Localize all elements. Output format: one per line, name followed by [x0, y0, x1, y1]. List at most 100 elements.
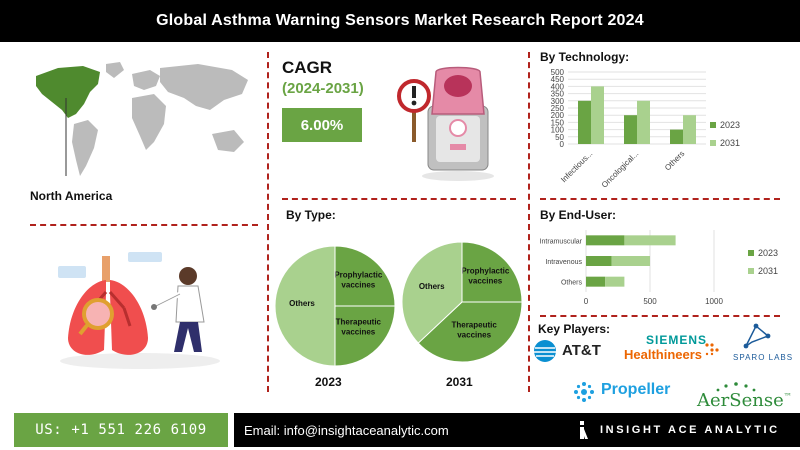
- north-america-shape: [36, 66, 100, 118]
- sparo-labs-icon: [743, 323, 771, 349]
- footer-email-text: Email: info@insightaceanalytic.com: [244, 422, 449, 438]
- pie-2023-slice-0: [334, 245, 396, 307]
- enduser-category-label-2: Others: [561, 280, 583, 287]
- magnifier-icon: [82, 298, 114, 330]
- tech-ytick-1: 50: [555, 133, 564, 142]
- pie-2031-label-1: Therapeutic vaccines: [451, 321, 497, 340]
- cagr-value: 6.00%: [300, 116, 344, 134]
- logo-siemens: SIEMENS: [646, 333, 708, 347]
- tech-ytick-2: 100: [551, 126, 565, 135]
- enduser-chart-title: By End-User:: [540, 208, 617, 222]
- pie-2031-slice-1: [417, 301, 523, 363]
- tech-legend-swatch-2023: [710, 122, 716, 128]
- report-title: Global Asthma Warning Sensors Market Res…: [156, 12, 644, 29]
- pie-2023-label-1: Therapeutic vaccines: [336, 317, 382, 336]
- divider-left-horizontal: [30, 224, 258, 226]
- tech-category-label-0: Infectious...: [559, 149, 594, 184]
- pie-2023-label-0: Prophylactic vaccines: [334, 271, 383, 290]
- pie-2031-slice-2: [401, 241, 463, 344]
- divider-left: [267, 52, 269, 392]
- tech-category-label-2: Others: [663, 149, 686, 172]
- enduser-legend-swatch-2023: [748, 250, 754, 256]
- logo-siemens-sub: Healthineers: [624, 347, 703, 362]
- tech-ytick-9: 450: [551, 75, 565, 84]
- footer-phone[interactable]: US: +1 551 226 6109: [14, 413, 228, 447]
- tech-bar-2031-1: [637, 100, 650, 144]
- enduser-bar-chart: 0 500 1000 Intramuscular Intravenous Others 20…: [540, 230, 778, 306]
- type-pie-chart-2023: Prophylactic vaccines Therapeutic vaccines O…: [274, 245, 396, 367]
- logo-propeller: Propeller: [601, 381, 671, 398]
- tech-legend-label-2023: 2023: [720, 120, 740, 130]
- logo-att: AT&T: [562, 342, 601, 359]
- brand-logo-icon: [580, 421, 588, 439]
- enduser-bar-2023-1: [586, 256, 612, 266]
- world-map-illustration: [36, 62, 248, 176]
- region-label: North America: [30, 189, 113, 203]
- enduser-category-label-1: Intravenous: [545, 259, 582, 266]
- europe-shape: [132, 70, 160, 90]
- technology-chart-title: By Technology:: [540, 50, 630, 64]
- tech-ytick-3: 150: [551, 118, 565, 127]
- footer-phone-text: US: +1 551 226 6109: [35, 422, 207, 438]
- tech-bar-2023-0: [578, 100, 591, 144]
- africa-shape: [132, 94, 166, 150]
- cagr-period: (2024-2031): [282, 80, 364, 97]
- enduser-bar-2023-0: [586, 235, 625, 246]
- footer-brand: INSIGHT ACE ANALYTIC: [566, 413, 800, 447]
- pie-2031-label-0: Prophylactic vaccines: [461, 267, 510, 286]
- divider-right-bottom-horizontal: [540, 315, 780, 317]
- enduser-category-label-0: Intramuscular: [540, 238, 583, 245]
- siemens-dots-icon: [705, 343, 719, 356]
- tech-bar-2023-1: [624, 115, 637, 144]
- pie-2023-slice-1: [334, 305, 396, 367]
- logo-sparo-labs: SPARO LABS: [733, 353, 794, 362]
- tech-ytick-6: 300: [551, 97, 565, 106]
- pie-2023-slice-2: [274, 245, 336, 367]
- enduser-legend-label-2023: 2023: [758, 248, 778, 258]
- divider-right: [528, 52, 530, 392]
- south-america-shape: [72, 120, 98, 176]
- att-logo-icon: [534, 340, 556, 362]
- divider-right-top-horizontal: [540, 198, 780, 200]
- logo-aersense-tm: ™: [783, 392, 792, 401]
- tech-ytick-8: 400: [551, 82, 565, 91]
- propeller-logo-icon: [574, 382, 594, 402]
- pie-2031-label-2: Others: [419, 282, 445, 291]
- enduser-xtick-0: 0: [584, 297, 589, 306]
- asia-shape: [160, 64, 248, 110]
- tech-ytick-5: 250: [551, 104, 565, 113]
- footer-brand-text: INSIGHT ACE ANALYTIC: [600, 424, 780, 436]
- tech-legend-swatch-2031: [710, 140, 716, 146]
- tech-ytick-0: 0: [560, 140, 565, 149]
- tech-bar-2031-0: [591, 86, 604, 144]
- pie-year-2031: 2031: [446, 375, 473, 389]
- pie-2023-label-2: Others: [289, 299, 315, 308]
- tech-legend-label-2031: 2031: [720, 138, 740, 148]
- enduser-bar-2031-1: [611, 256, 650, 266]
- enduser-legend-label-2031: 2031: [758, 266, 778, 276]
- type-chart-title: By Type:: [286, 208, 336, 222]
- australia-shape: [212, 130, 244, 152]
- tech-category-label-1: Oncological...: [600, 149, 641, 190]
- enduser-bar-2031-0: [624, 235, 676, 246]
- cagr-value-badge: 6.00%: [282, 108, 362, 142]
- logo-aersense: AerSense™: [697, 390, 792, 411]
- enduser-legend-swatch-2031: [748, 268, 754, 274]
- aersense-dots-icon: [716, 382, 756, 392]
- report-header: Global Asthma Warning Sensors Market Res…: [0, 0, 800, 42]
- pie-year-2023: 2023: [315, 375, 342, 389]
- footer-email[interactable]: Email: info@insightaceanalytic.com: [234, 413, 566, 447]
- lungs-doctor-illustration: [58, 252, 220, 369]
- enduser-bar-2031-2: [605, 276, 625, 287]
- tech-bar-2031-2: [683, 115, 696, 144]
- inhaler-warning-illustration: [397, 66, 494, 181]
- enduser-xtick-2: 1000: [705, 297, 723, 306]
- cagr-label: CAGR: [282, 58, 333, 77]
- key-players-title: Key Players:: [538, 322, 611, 336]
- logo-aersense-name: AerSense: [697, 390, 784, 411]
- tech-ytick-7: 350: [551, 90, 565, 99]
- tech-ytick-10: 500: [551, 68, 565, 77]
- divider-mid-horizontal: [282, 198, 516, 200]
- enduser-xtick-1: 500: [643, 297, 657, 306]
